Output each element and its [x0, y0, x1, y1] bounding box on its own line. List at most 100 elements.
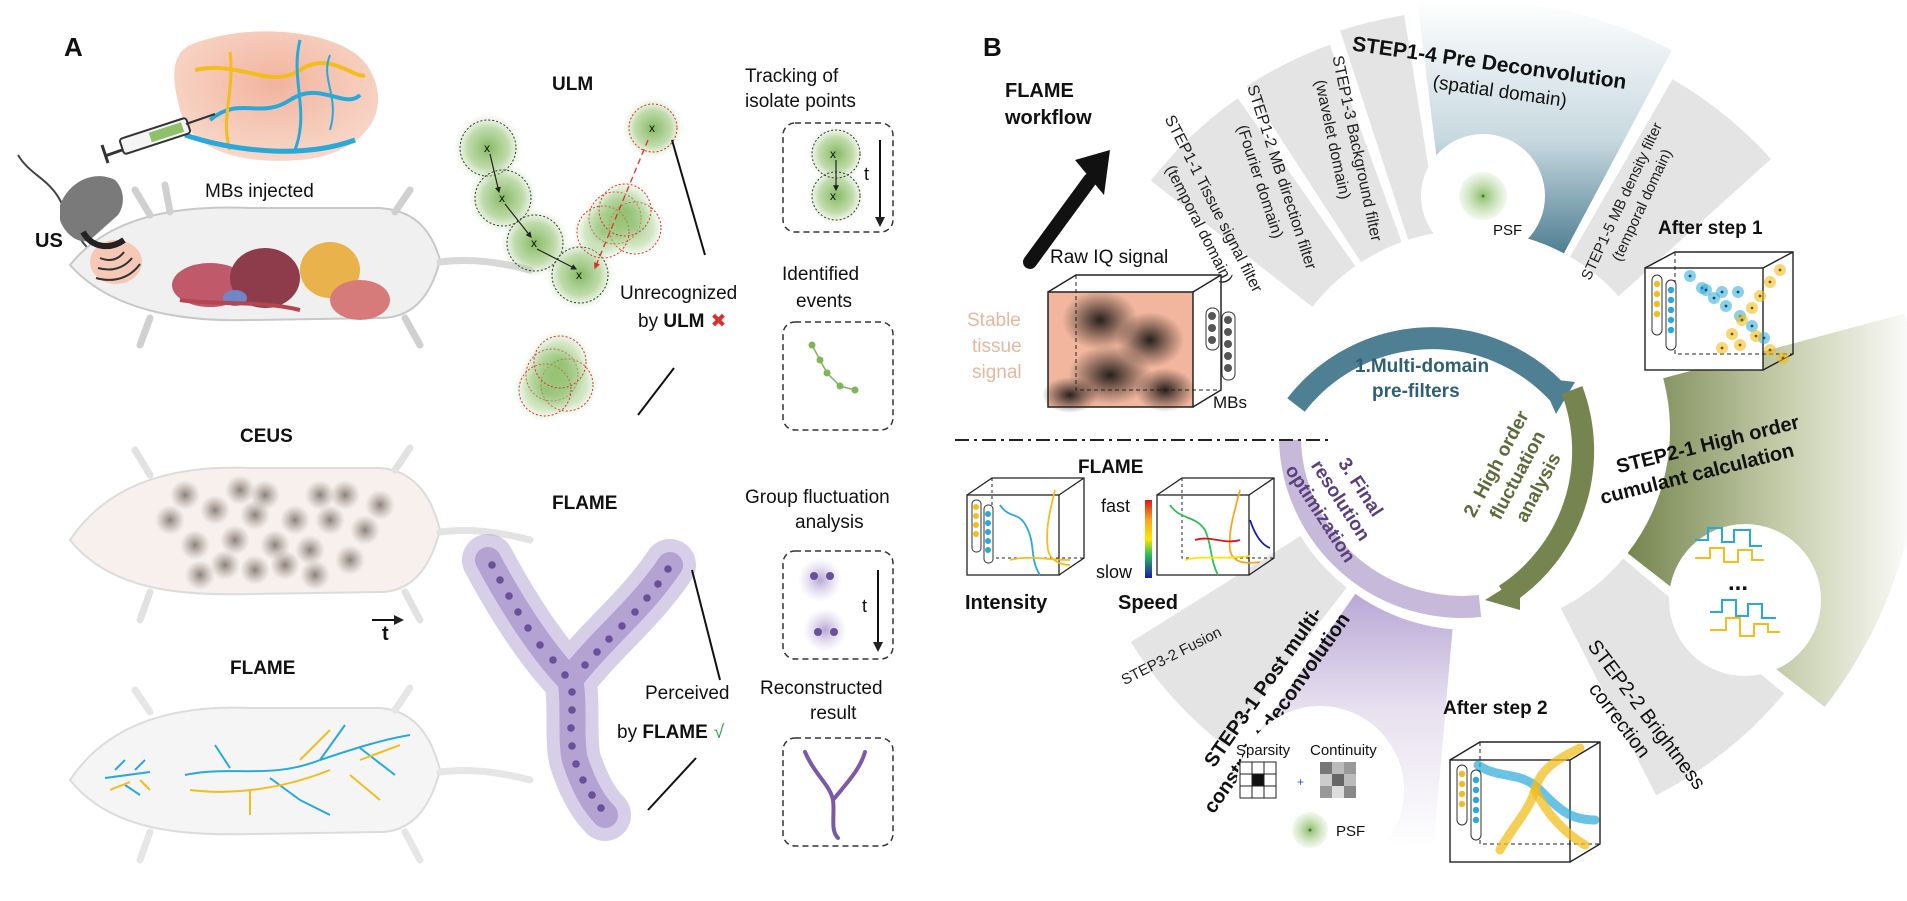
- after-step1-cube: [1644, 251, 1794, 371]
- ulm-mb-cross: x: [649, 121, 655, 135]
- central-ring: [1279, 327, 1595, 618]
- ceus-bubble: [270, 550, 300, 580]
- unrecognized-line2: by ULM ✖: [638, 311, 726, 332]
- perceived-line2: by FLAME √: [617, 722, 725, 743]
- flame-mb-dot: [505, 592, 513, 600]
- reconstructed-box: [782, 737, 894, 847]
- flame-mb-dot: [514, 608, 522, 616]
- unrecognized-by: by: [638, 311, 663, 332]
- ceus-bubble: [330, 480, 360, 510]
- after-step1-yellow-core: [1730, 332, 1734, 336]
- us-label: US: [35, 230, 63, 252]
- after-step1-yellow-core: [1768, 348, 1772, 352]
- flame-y-vessel: [462, 534, 696, 841]
- mouse-anatomy: [17, 154, 534, 349]
- ceus-bubble: [305, 480, 335, 510]
- speed-label: Speed: [1118, 592, 1178, 614]
- sparsity-label: Sparsity: [1236, 742, 1291, 759]
- ulm-tracks: x x x x x: [454, 98, 683, 422]
- flame-mb-dot: [605, 635, 613, 643]
- ulm-failed-track: [593, 139, 649, 270]
- ceus-bubble: [280, 505, 310, 535]
- unrecognized-cross-icon: ✖: [711, 311, 727, 332]
- flame-mb-dot: [567, 724, 575, 732]
- stable-line3: signal: [972, 362, 1022, 383]
- perceived-by: by: [617, 722, 642, 743]
- panel-b-label: B: [983, 32, 1002, 62]
- ulm-title: ULM: [552, 74, 593, 95]
- ceus-bubble: [200, 495, 230, 525]
- sector-step2-2: [1560, 558, 1785, 796]
- identified-label-line2: events: [796, 291, 852, 312]
- workflow-arrow-icon: [1023, 150, 1110, 269]
- ceus-title: CEUS: [240, 426, 293, 447]
- flame-mb-dot: [597, 804, 605, 812]
- sector-step2-1: [1627, 313, 1907, 708]
- flame-mb-dot: [549, 656, 557, 664]
- after-step1-yellow-core: [1758, 294, 1762, 298]
- ulm-track-arrow: [504, 203, 532, 238]
- sector-step1-1: [1150, 98, 1356, 307]
- ceus-bubble: [365, 490, 395, 520]
- mbs-stack-icon: [1205, 307, 1236, 381]
- sector-step1-2: [1246, 44, 1402, 263]
- ulm-mb-ring: [474, 169, 532, 227]
- flame-bracket: [647, 569, 721, 811]
- flame-mb-dot: [524, 624, 532, 632]
- flame-mb-dot: [579, 776, 587, 784]
- vessel-blob-illustration: [174, 31, 379, 161]
- perceived-line1: Perceived: [645, 683, 730, 704]
- tracking-time-label: t: [864, 164, 869, 184]
- sector-step3-2: [1130, 535, 1347, 746]
- cumulant-circle: [1669, 524, 1821, 676]
- intensity-label: Intensity: [965, 592, 1048, 614]
- ulm-overlap-glow: [528, 330, 592, 394]
- group-label-line2: analysis: [795, 512, 864, 533]
- perceived-method: FLAME: [642, 722, 707, 743]
- ulm-mb-glow: [623, 98, 683, 158]
- stable-line2: tissue: [972, 336, 1022, 357]
- mouse-ceus: [68, 444, 534, 624]
- slow-label: slow: [1096, 562, 1133, 582]
- deconvolution-circle: [1236, 706, 1404, 874]
- flame-mb-dot: [568, 742, 576, 750]
- after-step1-yellow-core: [1768, 280, 1772, 284]
- ceus-bubble: [220, 525, 250, 555]
- ceus-bubble: [240, 555, 270, 585]
- ulm-mb-cross: x: [484, 141, 490, 155]
- flame-output-title: FLAME: [1078, 457, 1143, 478]
- svg-text:x: x: [830, 147, 836, 161]
- flame-mb-dot: [581, 661, 589, 669]
- ulm-track-arrow: [489, 153, 501, 194]
- flame-method-title: FLAME: [552, 493, 617, 514]
- tracking-label-line1: Tracking of: [745, 66, 839, 87]
- flame-mb-dot: [496, 576, 504, 584]
- group-time-label: t: [862, 596, 867, 616]
- flame-mb-dot: [488, 561, 496, 569]
- after-step1-yellow-core: [1740, 318, 1744, 322]
- syringe-icon: [100, 113, 216, 164]
- flame-mb-dot: [568, 688, 576, 696]
- flame-mb-dot: [631, 608, 639, 616]
- raw-iq-cube: [1042, 274, 1222, 413]
- group-label-line1: Group fluctuation: [745, 487, 890, 508]
- ulm-mb-cross: x: [576, 268, 582, 282]
- after-step1-blue-core: [1688, 274, 1692, 278]
- after-step1-blue-core: [1704, 288, 1708, 292]
- workflow-line1: FLAME: [1005, 80, 1074, 102]
- stable-line1: Stable: [967, 310, 1021, 331]
- time-label: t: [382, 623, 389, 645]
- svg-text:x: x: [830, 189, 836, 203]
- ulm-mb-ring: [551, 246, 609, 304]
- panel-a-label: A: [64, 32, 83, 62]
- flame-mb-dot: [588, 791, 596, 799]
- ceus-bubble: [250, 480, 280, 510]
- ulm-mb-ring-unrecognized: [628, 103, 678, 153]
- after-step1-blue-core: [1750, 324, 1754, 328]
- psf-bottom-label: PSF: [1336, 823, 1365, 840]
- raw-iq-label: Raw IQ signal: [1050, 247, 1168, 268]
- ring-step2-label: 2. High order fluctuation analysis: [1460, 407, 1566, 526]
- ulm-bracket: [637, 139, 706, 416]
- after-step1-yellow-core: [1778, 268, 1782, 272]
